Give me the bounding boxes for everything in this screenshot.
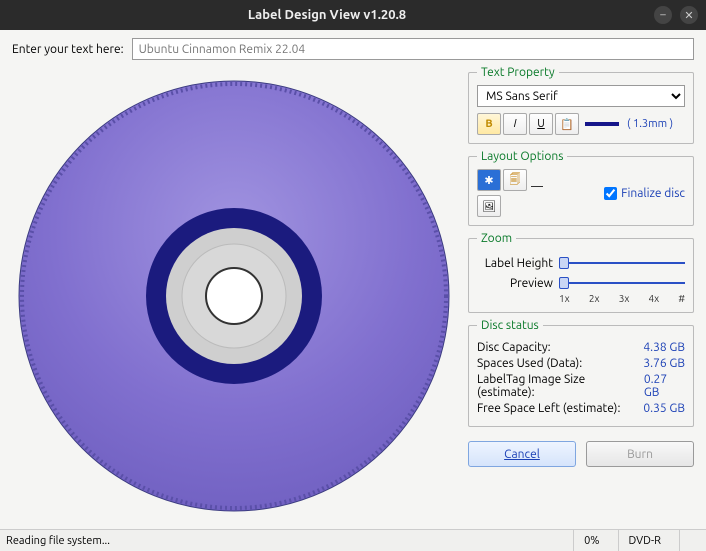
text-entry-row: Enter your text here: bbox=[12, 38, 694, 60]
disc-status-legend: Disc status bbox=[477, 319, 543, 332]
text-style-row: B I U 📋 ( 1.3mm ) bbox=[477, 113, 685, 135]
status-message: Reading file system... bbox=[6, 535, 565, 547]
disc-status-group: Disc status Disc Capacity:4.38 GB Spaces… bbox=[468, 319, 694, 427]
action-row: Cancel Burn bbox=[468, 441, 694, 467]
side-panel: Text Property MS Sans Serif B I U 📋 ( 1.… bbox=[468, 66, 694, 525]
italic-button[interactable]: I bbox=[503, 113, 527, 135]
spaces-used-row: Spaces Used (Data):3.76 GB bbox=[477, 357, 685, 370]
layout-options-legend: Layout Options bbox=[477, 150, 567, 163]
minimize-button[interactable]: – bbox=[654, 6, 672, 24]
preview-slider[interactable] bbox=[559, 275, 685, 291]
close-button[interactable]: ✕ bbox=[680, 6, 698, 24]
bold-button[interactable]: B bbox=[477, 113, 501, 135]
picture-icon-button[interactable]: 🖼 bbox=[477, 195, 501, 217]
line-width-label: ( 1.3mm ) bbox=[627, 118, 673, 130]
label-height-label: Label Height bbox=[477, 257, 553, 270]
zoom-ticks: 1x 2x 3x 4x # bbox=[559, 293, 685, 304]
text-entry-input[interactable] bbox=[132, 38, 694, 60]
preview-label: Preview bbox=[477, 277, 553, 290]
layout-options-group: Layout Options ✱ 🗐 🖼 F bbox=[468, 150, 694, 226]
status-progress: 0% bbox=[573, 530, 609, 551]
layout-spacer bbox=[531, 186, 543, 187]
underline-button[interactable]: U bbox=[529, 113, 553, 135]
disc-capacity-row: Disc Capacity:4.38 GB bbox=[477, 341, 685, 354]
duplicate-icon-button[interactable]: 🗐 bbox=[503, 169, 527, 191]
finalize-row: Finalize disc bbox=[549, 187, 685, 200]
disc-preview bbox=[12, 66, 456, 525]
zoom-group: Zoom Label Height Preview 1x 2x 3x bbox=[468, 232, 694, 313]
layout-icons: ✱ 🗐 🖼 bbox=[477, 169, 545, 217]
preview-row: Preview bbox=[477, 275, 685, 291]
zoom-legend: Zoom bbox=[477, 232, 516, 245]
disc-svg bbox=[14, 76, 454, 516]
finalize-checkbox[interactable] bbox=[604, 187, 617, 200]
label-height-row: Label Height bbox=[477, 255, 685, 271]
free-space-row: Free Space Left (estimate):0.35 GB bbox=[477, 402, 685, 415]
clipboard-button[interactable]: 📋 bbox=[555, 113, 579, 135]
titlebar: Label Design View v1.20.8 – ✕ bbox=[0, 0, 706, 30]
labeltag-size-row: LabelTag Image Size (estimate):0.27 GB bbox=[477, 373, 685, 399]
text-property-group: Text Property MS Sans Serif B I U 📋 ( 1.… bbox=[468, 66, 694, 144]
status-media: DVD-R bbox=[618, 530, 671, 551]
finalize-label: Finalize disc bbox=[621, 187, 685, 200]
font-select[interactable]: MS Sans Serif bbox=[477, 85, 685, 107]
statusbar: Reading file system... 0% DVD-R bbox=[0, 529, 706, 551]
window-title: Label Design View v1.20.8 bbox=[8, 8, 646, 22]
main-area: Text Property MS Sans Serif B I U 📋 ( 1.… bbox=[12, 66, 694, 525]
content-area: Enter your text here: bbox=[0, 30, 706, 529]
cancel-button[interactable]: Cancel bbox=[468, 441, 576, 467]
text-entry-label: Enter your text here: bbox=[12, 43, 124, 56]
line-color-swatch[interactable] bbox=[585, 122, 619, 126]
gear-icon-button[interactable]: ✱ bbox=[477, 169, 501, 191]
label-height-slider[interactable] bbox=[559, 255, 685, 271]
layout-row: ✱ 🗐 🖼 Finalize disc bbox=[477, 169, 685, 217]
status-extra bbox=[679, 530, 700, 551]
text-property-legend: Text Property bbox=[477, 66, 559, 79]
burn-button[interactable]: Burn bbox=[586, 441, 694, 467]
